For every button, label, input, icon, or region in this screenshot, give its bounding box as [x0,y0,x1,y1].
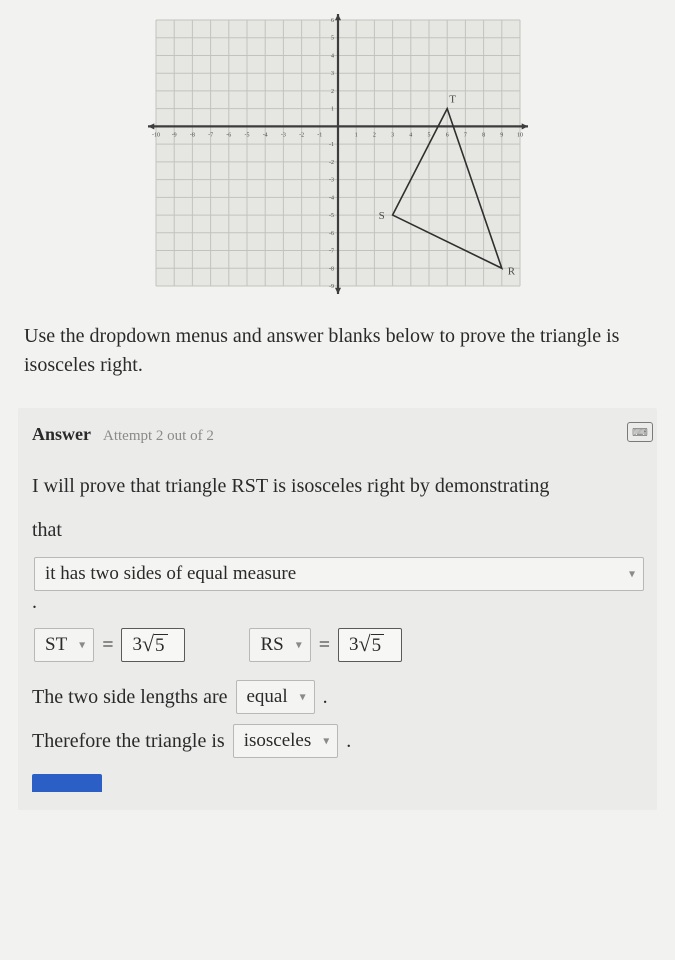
sentence3-value: isosceles [244,730,312,752]
svg-text:-9: -9 [171,132,176,138]
chevron-down-icon: ▾ [629,567,635,582]
sentence2-dropdown[interactable]: equal ▾ [236,680,315,714]
answer-header: Answer Attempt 2 out of 2 [32,424,643,445]
submit-button[interactable] [32,774,102,792]
side2-group: RS ▾ = 3 √5 [247,628,404,662]
svg-text:5: 5 [427,132,430,138]
svg-text:2: 2 [331,89,334,95]
sentence-2: The two side lengths are equal ▾ . [32,680,643,714]
side1-group: ST ▾ = 3 √5 [32,628,187,662]
sentence-3: Therefore the triangle is isosceles ▾ . [32,724,643,758]
equals-2: = [319,634,330,657]
period-2: . [323,686,328,709]
sentence2-value: equal [247,686,288,708]
side1-value-input[interactable]: 3 √5 [121,628,185,662]
svg-text:7: 7 [463,132,466,138]
chevron-down-icon: ▾ [300,690,306,705]
svg-text:-3: -3 [329,178,334,184]
answer-block: Answer Attempt 2 out of 2 ⌨ I will prove… [18,408,657,810]
svg-text:-7: -7 [329,249,334,255]
proof-line-1b: that [32,513,643,547]
svg-text:-8: -8 [329,266,334,272]
svg-text:6: 6 [445,132,448,138]
attempt-text: Attempt 2 out of 2 [103,428,214,445]
answer-label: Answer [32,424,91,445]
sentence3-pre: Therefore the triangle is [32,730,225,753]
svg-text:-8: -8 [189,132,194,138]
svg-text:-4: -4 [329,195,334,201]
svg-text:10: 10 [517,132,523,138]
period-3: . [346,730,351,753]
svg-text:-6: -6 [226,132,231,138]
svg-text:3: 3 [391,132,394,138]
svg-text:-3: -3 [280,132,285,138]
svg-text:5: 5 [331,36,334,42]
svg-text:R: R [507,265,515,277]
side2-dropdown[interactable]: RS ▾ [249,628,310,662]
svg-text:1: 1 [331,107,334,113]
period-1: . [32,591,37,613]
svg-text:-9: -9 [329,284,334,290]
svg-text:-6: -6 [329,231,334,237]
chevron-down-icon: ▾ [79,638,85,653]
svg-text:-1: -1 [317,132,322,138]
svg-text:T: T [449,94,456,106]
svg-text:-2: -2 [329,160,334,166]
instruction-text: Use the dropdown menus and answer blanks… [24,322,651,380]
svg-text:-5: -5 [329,213,334,219]
coordinate-graph: -10 -9 -8 -7 -6 -5 -4 -3 -2 -1 1 2 3 4 5 6 7 8 9 10 -9 -8 -7 -6… [18,10,657,300]
svg-text:4: 4 [409,132,412,138]
svg-text:8: 8 [482,132,485,138]
svg-text:-10: -10 [152,132,160,138]
side2-name: RS [260,634,283,656]
chevron-down-icon: ▾ [296,638,302,653]
chevron-down-icon: ▾ [323,734,329,749]
graph-svg: -10 -9 -8 -7 -6 -5 -4 -3 -2 -1 1 2 3 4 5 6 7 8 9 10 -9 -8 -7 -6… [138,10,538,300]
condition-dropdown[interactable]: it has two sides of equal measure ▾ [34,557,644,591]
keypad-icon[interactable]: ⌨ [627,422,653,442]
proof-line-1a: I will prove that triangle RST is isosce… [32,469,643,503]
svg-text:-4: -4 [262,132,267,138]
equations-row: ST ▾ = 3 √5 RS ▾ = 3 √5 [32,628,643,662]
svg-text:-5: -5 [244,132,249,138]
side1-name: ST [45,634,67,656]
side1-dropdown[interactable]: ST ▾ [34,628,94,662]
svg-text:2: 2 [372,132,375,138]
svg-text:9: 9 [500,132,503,138]
svg-text:6: 6 [331,18,334,24]
svg-text:3: 3 [331,71,334,77]
sentence2-pre: The two side lengths are [32,686,228,709]
condition-value: it has two sides of equal measure [45,563,296,585]
side2-value-input[interactable]: 3 √5 [338,628,402,662]
equals-1: = [102,634,113,657]
sentence3-dropdown[interactable]: isosceles ▾ [233,724,339,758]
svg-text:-7: -7 [208,132,213,138]
svg-text:1: 1 [354,132,357,138]
svg-text:-1: -1 [329,142,334,148]
svg-text:S: S [378,210,384,222]
svg-text:-2: -2 [299,132,304,138]
svg-text:4: 4 [331,53,334,59]
